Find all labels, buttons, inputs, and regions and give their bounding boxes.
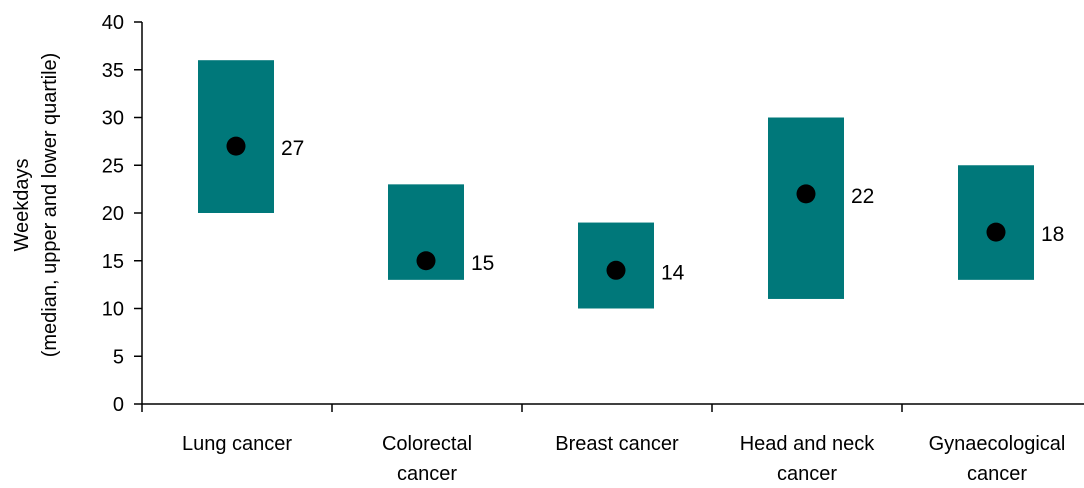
quartile-boxes [198,60,1034,309]
median-point [606,260,626,280]
median-data-label: 15 [471,252,494,275]
median-data-label: 27 [281,137,304,160]
x-category-label: cancer [397,463,457,485]
x-category-label: cancer [777,463,837,485]
quartile-box [958,165,1034,280]
median-data-label: 18 [1041,223,1064,246]
quartile-box [198,60,274,214]
x-category-label: cancer [967,463,1027,485]
y-tick-label: 35 [102,60,124,82]
median-data-label: 22 [851,185,874,208]
x-axis: Lung cancer Colorectal cancer Breast cancer… [141,403,1084,485]
median-markers [226,136,1006,280]
y-tick-label: 30 [102,108,124,130]
median-data-label: 14 [661,261,685,284]
y-tick-label: 40 [102,12,124,34]
median-point [986,222,1006,242]
y-axis-sublabel: (median, upper and lower quartile) [39,53,61,358]
x-category-label: Lung cancer [182,433,292,455]
y-axis-title: Weekdays (median, upper and lower quartil… [11,53,61,358]
median-point [796,184,816,204]
y-axis-label: Weekdays [11,158,33,251]
y-tick-label: 0 [113,394,124,416]
x-category-label: Colorectal [382,433,472,455]
y-tick-label: 15 [102,251,124,273]
y-tick-label: 10 [102,299,124,321]
median-labels: 27 15 14 22 18 [281,137,1064,284]
x-category-label: Head and neck [740,433,876,455]
x-category-label: Gynaecological [929,433,1066,455]
y-tick-label: 20 [102,203,124,225]
quartile-box [768,117,844,299]
median-point [226,136,246,156]
y-axis: 0 5 10 15 20 25 30 35 40 [102,12,143,416]
y-tick-label: 5 [113,346,124,368]
y-tick-label: 25 [102,155,124,177]
median-point [416,251,436,271]
x-category-label: Breast cancer [555,433,679,455]
